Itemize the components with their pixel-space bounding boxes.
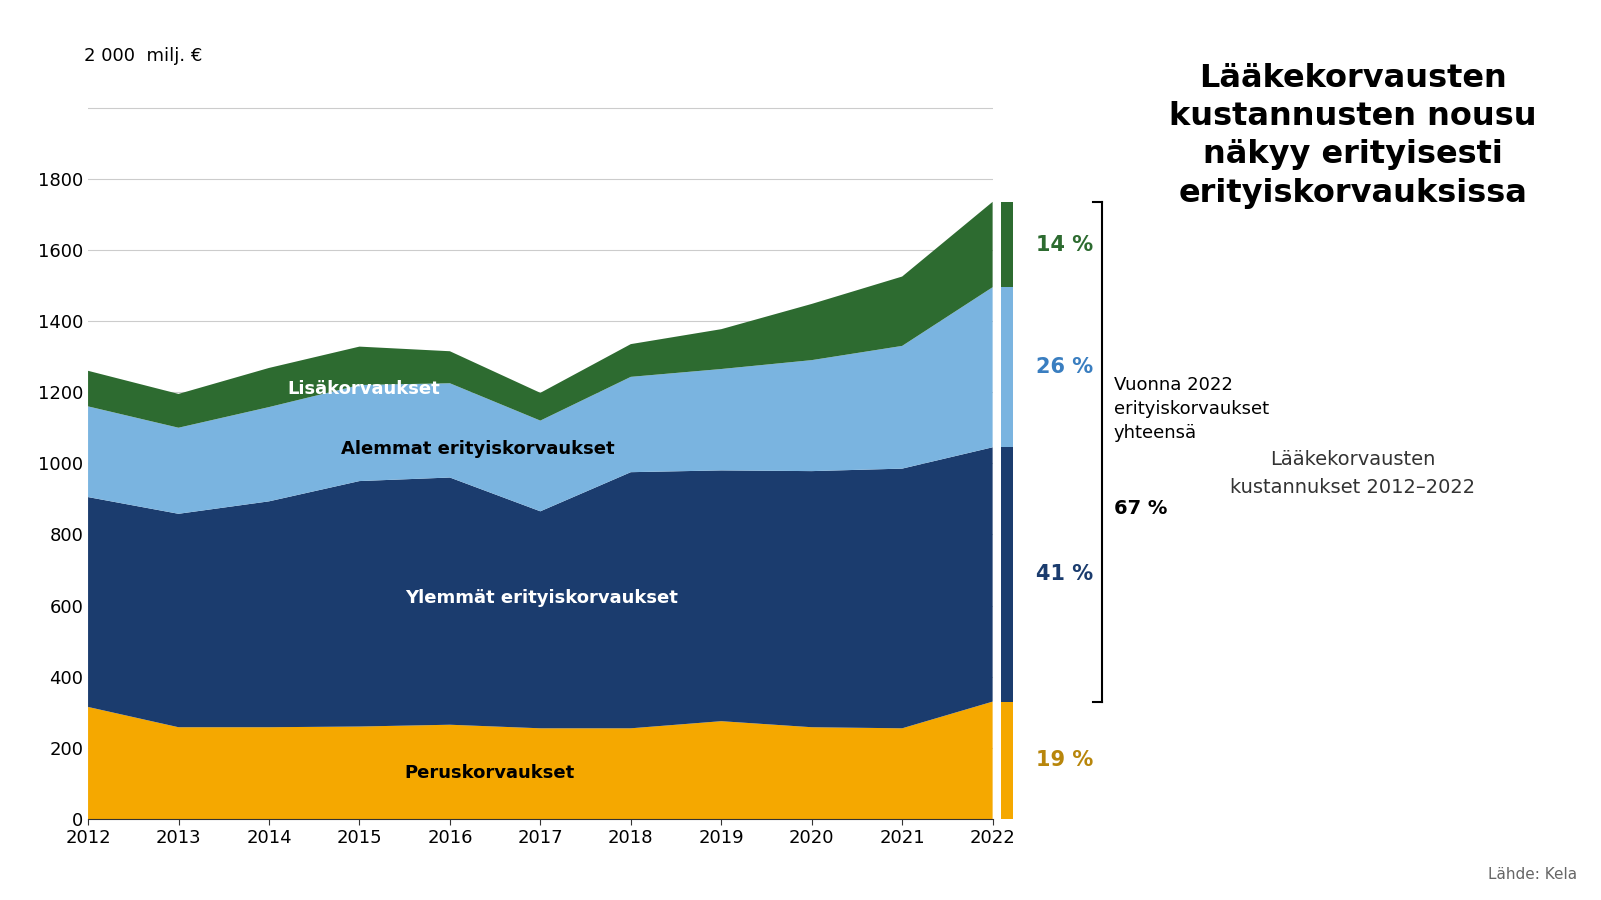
Bar (1001, 447, 1013, 702)
Text: Lähde: Kela: Lähde: Kela (1487, 867, 1577, 882)
Text: 26 %: 26 % (1036, 357, 1093, 377)
Text: Alemmat erityiskorvaukset: Alemmat erityiskorvaukset (341, 440, 615, 458)
Text: 14 %: 14 % (1036, 235, 1093, 255)
Text: 19 %: 19 % (1036, 751, 1093, 770)
Text: Peruskorvaukset: Peruskorvaukset (405, 764, 575, 782)
Text: Lisäkorvaukset: Lisäkorvaukset (287, 380, 440, 398)
Text: 41 %: 41 % (1036, 564, 1093, 584)
Text: Ylemmät erityiskorvaukset: Ylemmät erityiskorvaukset (405, 590, 677, 608)
Bar (1001, 702, 1013, 819)
Text: 67 %: 67 % (1114, 500, 1167, 518)
Text: Lääkekorvausten
kustannukset 2012–2022: Lääkekorvausten kustannukset 2012–2022 (1230, 450, 1476, 497)
Text: Vuonna 2022
erityiskorvaukset
yhteensä: Vuonna 2022 erityiskorvaukset yhteensä (1114, 376, 1268, 442)
Text: 2 000  milj. €: 2 000 milj. € (83, 47, 202, 65)
Bar (1001, 202, 1013, 287)
Text: Lääkekorvausten
kustannusten nousu
näkyy erityisesti
erityiskorvauksissa: Lääkekorvausten kustannusten nousu näkyy… (1169, 63, 1537, 209)
Bar (1001, 287, 1013, 447)
